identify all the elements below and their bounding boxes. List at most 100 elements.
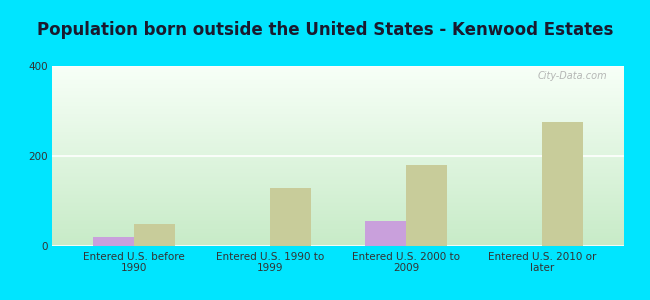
Bar: [52, 141, 624, 142]
Bar: [52, 102, 624, 103]
Bar: [52, 159, 624, 160]
Bar: [52, 245, 624, 246]
Bar: [52, 167, 624, 168]
Bar: [52, 144, 624, 145]
Bar: [52, 213, 624, 214]
Bar: [52, 126, 624, 127]
Bar: [52, 108, 624, 109]
Bar: [52, 66, 624, 67]
Bar: [52, 192, 624, 193]
Bar: [52, 68, 624, 69]
Bar: [52, 114, 624, 115]
Bar: [270, 188, 311, 246]
Bar: [52, 95, 624, 96]
Bar: [52, 163, 624, 164]
Bar: [52, 233, 624, 234]
Bar: [52, 198, 624, 199]
Bar: [52, 235, 624, 236]
Text: City-Data.com: City-Data.com: [537, 71, 607, 81]
Bar: [52, 129, 624, 130]
Bar: [52, 180, 624, 181]
Bar: [52, 135, 624, 136]
Bar: [52, 115, 624, 116]
Bar: [52, 94, 624, 95]
Bar: [52, 172, 624, 173]
Bar: [52, 160, 624, 161]
Bar: [52, 212, 624, 213]
Bar: [52, 131, 624, 132]
Bar: [52, 69, 624, 70]
Bar: [52, 215, 624, 216]
Bar: [52, 147, 624, 148]
Bar: [52, 143, 624, 144]
Bar: [52, 173, 624, 174]
Bar: [52, 243, 624, 244]
Bar: [52, 187, 624, 188]
Bar: [52, 231, 624, 232]
Bar: [52, 81, 624, 82]
Bar: [52, 71, 624, 72]
Bar: [52, 240, 624, 241]
Bar: [52, 106, 624, 107]
Bar: [52, 77, 624, 78]
Bar: [52, 101, 624, 102]
Bar: [52, 89, 624, 90]
Bar: [52, 122, 624, 123]
Bar: [52, 119, 624, 120]
Bar: [52, 149, 624, 150]
Bar: [52, 229, 624, 230]
Bar: [52, 165, 624, 166]
Bar: [52, 171, 624, 172]
Bar: [52, 200, 624, 201]
Bar: [52, 155, 624, 156]
Bar: [52, 152, 624, 153]
Bar: [52, 219, 624, 220]
Bar: [52, 88, 624, 89]
Bar: [52, 103, 624, 104]
Bar: [52, 227, 624, 228]
Bar: [52, 138, 624, 139]
Bar: [52, 234, 624, 235]
Bar: [93, 237, 134, 246]
Bar: [52, 199, 624, 200]
Bar: [52, 188, 624, 189]
Text: Population born outside the United States - Kenwood Estates: Population born outside the United State…: [37, 21, 613, 39]
Bar: [52, 91, 624, 92]
Bar: [52, 169, 624, 170]
Bar: [52, 179, 624, 180]
Bar: [52, 226, 624, 227]
Bar: [52, 117, 624, 118]
Bar: [52, 166, 624, 167]
Bar: [52, 123, 624, 124]
Bar: [52, 132, 624, 133]
Bar: [52, 177, 624, 178]
Bar: [52, 128, 624, 129]
Bar: [52, 209, 624, 210]
Bar: [52, 220, 624, 221]
Bar: [52, 161, 624, 162]
Bar: [52, 145, 624, 146]
Bar: [52, 134, 624, 135]
Bar: [52, 214, 624, 215]
Bar: [52, 107, 624, 108]
Bar: [52, 109, 624, 110]
Bar: [52, 86, 624, 87]
Bar: [52, 197, 624, 198]
Bar: [52, 224, 624, 225]
Bar: [52, 70, 624, 71]
Bar: [52, 168, 624, 169]
Bar: [52, 201, 624, 202]
Bar: [52, 183, 624, 184]
Bar: [52, 169, 624, 170]
Bar: [52, 206, 624, 207]
Bar: [52, 237, 624, 238]
Bar: [52, 92, 624, 93]
Bar: [52, 87, 624, 88]
Bar: [52, 127, 624, 128]
Bar: [52, 151, 624, 152]
Bar: [52, 133, 624, 134]
Bar: [406, 165, 447, 246]
Bar: [52, 184, 624, 185]
Bar: [52, 84, 624, 85]
Bar: [52, 97, 624, 98]
